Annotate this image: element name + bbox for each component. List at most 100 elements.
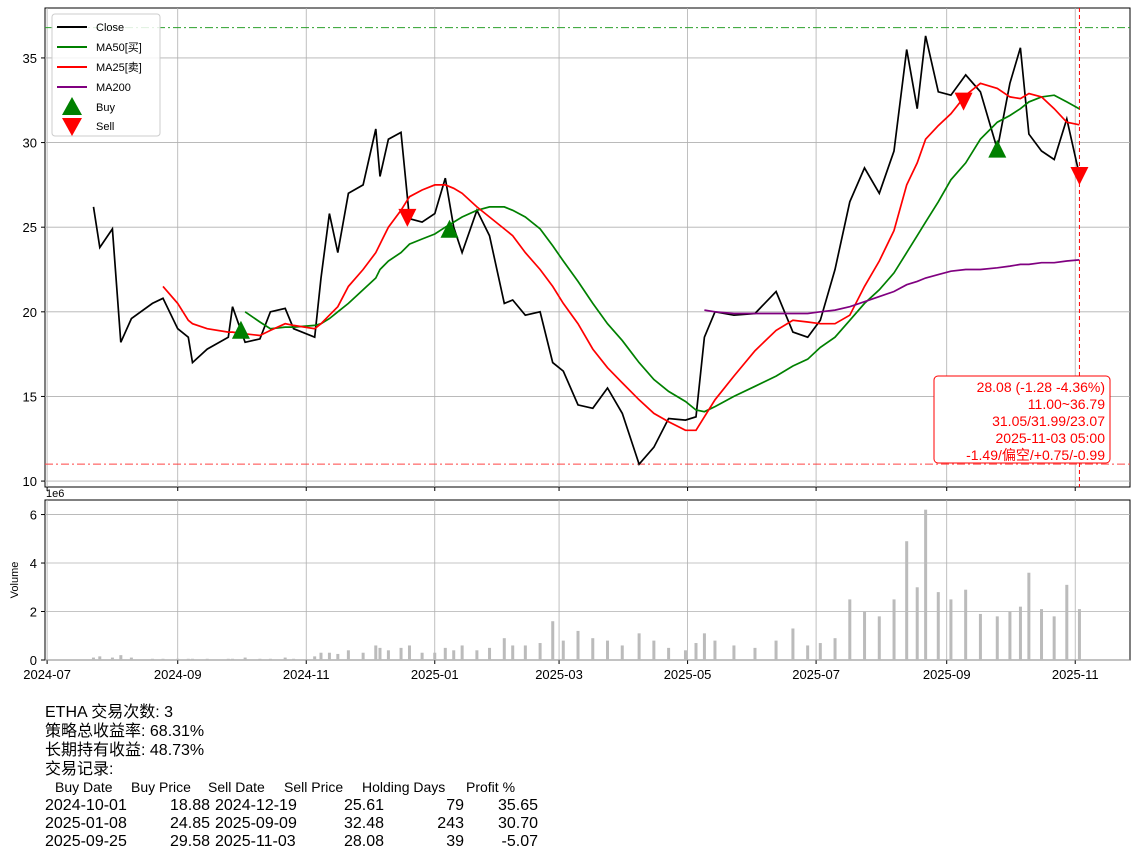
- volume-bar: [231, 658, 235, 660]
- info-box: [933, 375, 1111, 464]
- series-line: [162, 82, 1080, 432]
- info-text: -1.49/偏空/+0.75/-0.99: [966, 447, 1105, 463]
- info-text: 31.05/31.99/23.07: [992, 413, 1105, 429]
- table-cell: 2025-11-03: [215, 833, 296, 850]
- volume-axes-frame: [44, 499, 1131, 661]
- volume-bar: [964, 589, 968, 660]
- y-tick-label: 25: [23, 220, 37, 235]
- x-tick-label: 2024-09: [154, 667, 202, 682]
- trade-marker: [954, 92, 973, 111]
- volume-bar: [186, 658, 190, 660]
- volume-bar: [511, 645, 515, 660]
- volume-bar: [863, 611, 867, 660]
- volume-bar: [905, 541, 909, 660]
- volume-bar: [386, 650, 390, 660]
- summary-line: 策略总收益率: 68.31%: [45, 722, 204, 740]
- y-tick-label: 30: [23, 136, 37, 151]
- trade-marker: [1070, 167, 1089, 186]
- trade-marker: [398, 208, 417, 227]
- volume-bar: [327, 652, 331, 660]
- volume-bar: [119, 655, 123, 660]
- table-cell: 2024-12-19: [215, 797, 297, 814]
- volume-bar: [161, 658, 165, 660]
- legend-label: MA25[卖]: [96, 61, 142, 74]
- volume-bar: [753, 647, 757, 660]
- volume-bar: [620, 645, 624, 660]
- legend: Close MA50[买] MA25[卖] MA200 Buy Sell: [51, 13, 161, 137]
- legend-label: Sell: [96, 121, 114, 133]
- volume-bar: [978, 613, 982, 660]
- x-tick-label: 2025-03: [535, 667, 583, 682]
- y-axis-label: Volume: [9, 562, 21, 599]
- summary-line: 交易记录:: [45, 760, 113, 778]
- table-cell: 39: [446, 833, 464, 850]
- volume-bar: [374, 645, 378, 660]
- volume-bar: [319, 652, 323, 660]
- legend-swatch: [62, 97, 82, 115]
- y-tick-label: 10: [23, 474, 37, 489]
- y-tick-label: 4: [30, 556, 37, 571]
- volume-bar: [268, 658, 272, 660]
- axis-offset: 1e6: [46, 488, 64, 500]
- table-cell: 243: [437, 815, 464, 832]
- volume-bar: [523, 645, 527, 660]
- volume-bar: [205, 658, 209, 660]
- volume-bar: [1027, 572, 1031, 660]
- volume-bar: [591, 638, 595, 660]
- volume-bar: [683, 650, 687, 660]
- table-cell: 18.88: [170, 797, 210, 814]
- volume-bar: [732, 645, 736, 660]
- volume-bar: [502, 638, 506, 660]
- x-tick-label: 2025-05: [664, 667, 712, 682]
- legend-swatch: [62, 118, 82, 136]
- trade-marker: [231, 320, 250, 339]
- volume-bar: [283, 657, 287, 660]
- x-tick-label: 2025-09: [923, 667, 971, 682]
- table-cell: 25.61: [344, 797, 384, 814]
- table-header: Sell Date: [208, 779, 265, 795]
- volume-bar: [1052, 616, 1056, 660]
- volume-bar: [98, 656, 102, 660]
- volume-bar: [452, 650, 456, 660]
- table-cell: 2025-09-09: [215, 815, 297, 832]
- volume-bar: [637, 633, 641, 660]
- volume-bar: [892, 599, 896, 660]
- volume-bar: [243, 657, 247, 660]
- volume-bar: [361, 652, 365, 660]
- volume-bar: [774, 640, 778, 660]
- volume-bar: [694, 643, 698, 660]
- info-text: 11.00~36.79: [1028, 396, 1105, 412]
- volume-bar: [936, 592, 940, 660]
- legend-label: MA200: [96, 82, 131, 94]
- volume-bar: [292, 658, 296, 660]
- y-tick-label: 0: [30, 653, 37, 668]
- x-tick-label: 2025-01: [411, 667, 459, 682]
- y-tick-label: 35: [23, 51, 37, 66]
- volume-bar: [313, 656, 317, 660]
- volume-bar: [1008, 611, 1012, 660]
- volume-bar: [576, 630, 580, 660]
- volume-bar: [226, 658, 230, 660]
- volume-bar: [561, 640, 565, 660]
- table-header: Buy Price: [131, 779, 191, 795]
- table-header: Holding Days: [362, 779, 445, 795]
- y-tick-label: 20: [23, 305, 37, 320]
- volume-bar: [538, 643, 542, 660]
- volume-bar: [378, 647, 382, 660]
- volume-bar: [91, 657, 95, 660]
- legend-label: Close: [96, 22, 124, 34]
- volume-bar: [176, 658, 180, 660]
- y-tick-label: 15: [23, 389, 37, 404]
- volume-bar: [460, 645, 464, 660]
- table-cell: 28.08: [344, 833, 384, 850]
- volume-bar: [606, 640, 610, 660]
- volume-bar: [1040, 609, 1044, 660]
- table-cell: 24.85: [170, 815, 210, 832]
- volume-bar: [433, 652, 437, 660]
- price-axes-frame: [44, 7, 1131, 488]
- volume-bar: [949, 599, 953, 660]
- info-text: 28.08 (-1.28 -4.36%): [977, 379, 1105, 395]
- volume-bar: [877, 616, 881, 660]
- volume-bar: [190, 658, 194, 660]
- table-cell: 2025-09-25: [45, 833, 127, 850]
